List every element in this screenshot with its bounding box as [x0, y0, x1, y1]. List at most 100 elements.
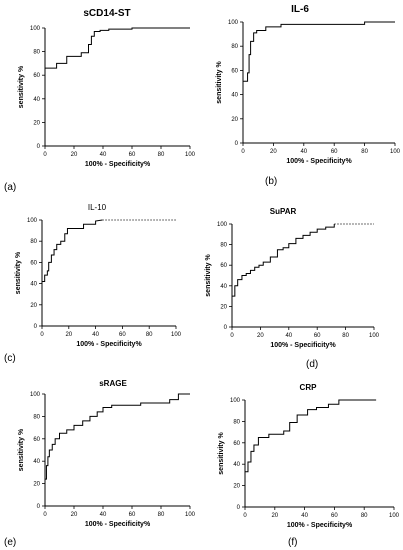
y-tick-label: 0	[235, 141, 239, 147]
panel-letter: (b)	[265, 176, 277, 187]
x-tick-label: 40	[300, 149, 307, 155]
y-tick-label: 100	[27, 218, 38, 224]
y-axis-label: sensitivity %	[218, 432, 225, 475]
y-tick-label: 80	[233, 419, 240, 425]
y-tick-label: 60	[220, 263, 227, 269]
y-tick-label: 0	[34, 324, 38, 330]
x-tick-label: 40	[100, 512, 107, 518]
x-tick-label: 80	[361, 149, 368, 155]
x-tick-label: 40	[301, 513, 308, 519]
x-tick-label: 20	[71, 512, 78, 518]
x-axis-label: 100% - Specificity%	[85, 521, 151, 528]
x-tick-label: 20	[257, 333, 264, 339]
x-tick-label: 20	[71, 152, 78, 158]
panel-letter: (a)	[4, 182, 16, 193]
y-tick-label: 100	[217, 222, 228, 228]
y-tick-label: 100	[30, 26, 41, 32]
chart-title: SuPAR	[270, 207, 297, 216]
x-tick-label: 40	[92, 332, 99, 338]
roc-curve	[231, 224, 335, 327]
roc-panel-2: IL-6 0 20 40 60 80 100 0 20 40 60 80 100 100% - Speci…	[216, 4, 401, 187]
y-tick-label: 80	[220, 243, 227, 249]
x-tick-label: 60	[129, 152, 136, 158]
panel-letter: (d)	[306, 359, 318, 370]
roc-panel-4: SuPAR 0 20 40 60 80 100 0 20 40 60 80 100 100% - Spec…	[205, 207, 380, 370]
x-tick-label: 0	[230, 333, 234, 339]
y-tick-label: 60	[233, 441, 240, 447]
y-tick-label: 40	[33, 97, 40, 103]
x-tick-label: 100	[185, 152, 196, 158]
y-tick-label: 0	[37, 504, 41, 510]
x-axis-label: 100% - Specificity%	[287, 522, 353, 529]
y-tick-label: 20	[220, 304, 227, 310]
panel-letter: (e)	[4, 537, 16, 548]
x-tick-label: 0	[43, 512, 47, 518]
roc-curve	[41, 219, 103, 326]
y-tick-label: 40	[30, 282, 37, 288]
x-tick-label: 60	[331, 149, 338, 155]
y-tick-label: 100	[228, 20, 239, 26]
y-axis-label: sensitivity %	[216, 61, 223, 104]
y-tick-label: 80	[231, 44, 238, 50]
chart-title: sCD14-ST	[83, 8, 130, 19]
x-tick-label: 20	[271, 513, 278, 519]
x-tick-label: 100	[389, 513, 400, 519]
chart-title: IL-6	[291, 4, 309, 15]
y-tick-label: 20	[33, 120, 40, 126]
roc-panel-3: IL-10 0 20 40 60 80 100 0 20 40 60 80 100 100% - Spec…	[4, 203, 182, 364]
x-tick-label: 0	[243, 513, 247, 519]
x-tick-label: 20	[65, 332, 72, 338]
roc-curve	[242, 21, 395, 143]
x-tick-label: 80	[158, 152, 165, 158]
y-tick-label: 100	[230, 398, 241, 404]
y-axis-label: sensitivity %	[15, 251, 22, 294]
roc-panel-6: CRP 0 20 40 60 80 100 0 20 40 60 80 100 100% - Specif…	[218, 383, 400, 548]
y-tick-label: 40	[231, 93, 238, 99]
y-tick-label: 80	[30, 239, 37, 245]
x-tick-label: 20	[270, 149, 277, 155]
roc-panel-1: sCD14-ST 0 20 40 60 80 100 0 20 40 60 80 100 100% - S…	[4, 8, 196, 193]
x-axis-label: 100% - Specificity%	[85, 161, 151, 168]
y-tick-label: 40	[220, 284, 227, 290]
x-tick-label: 80	[361, 513, 368, 519]
y-tick-label: 0	[37, 144, 41, 150]
x-tick-label: 100	[185, 512, 196, 518]
y-tick-label: 20	[30, 303, 37, 309]
x-tick-label: 100	[171, 332, 182, 338]
y-tick-label: 60	[33, 437, 40, 443]
x-tick-label: 80	[342, 333, 349, 339]
roc-curve	[44, 393, 190, 506]
x-tick-label: 60	[129, 512, 136, 518]
x-tick-label: 60	[331, 513, 338, 519]
x-tick-label: 100	[369, 333, 380, 339]
x-tick-label: 100	[390, 149, 401, 155]
roc-curve	[44, 27, 190, 146]
y-axis-label: sensitivity %	[205, 254, 212, 297]
y-tick-label: 40	[233, 462, 240, 468]
roc-panel-5: sRAGE 0 20 40 60 80 100 0 20 40 60 80 100 100% - Spec…	[4, 379, 196, 548]
panel-letter: (c)	[4, 353, 16, 364]
y-tick-label: 100	[30, 392, 41, 398]
x-tick-label: 0	[43, 152, 47, 158]
y-axis-label: sensitivity %	[18, 65, 25, 108]
y-tick-label: 60	[33, 73, 40, 79]
y-tick-label: 40	[33, 459, 40, 465]
y-tick-label: 60	[231, 68, 238, 74]
chart-title: sRAGE	[99, 379, 127, 388]
x-tick-label: 60	[314, 333, 321, 339]
x-axis-label: 100% - Specificity%	[270, 342, 336, 349]
chart-title: CRP	[300, 383, 318, 392]
y-tick-label: 20	[233, 484, 240, 490]
x-tick-label: 60	[119, 332, 126, 338]
x-tick-label: 40	[285, 333, 292, 339]
y-axis-label: sensitivity %	[18, 428, 25, 471]
x-tick-label: 0	[40, 332, 44, 338]
y-tick-label: 0	[224, 325, 228, 331]
x-tick-label: 80	[146, 332, 153, 338]
y-tick-label: 60	[30, 260, 37, 266]
panel-letter: (f)	[288, 537, 297, 548]
x-tick-label: 40	[100, 152, 107, 158]
x-axis-label: 100% - Specificity%	[76, 341, 142, 348]
roc-curve	[244, 399, 377, 507]
